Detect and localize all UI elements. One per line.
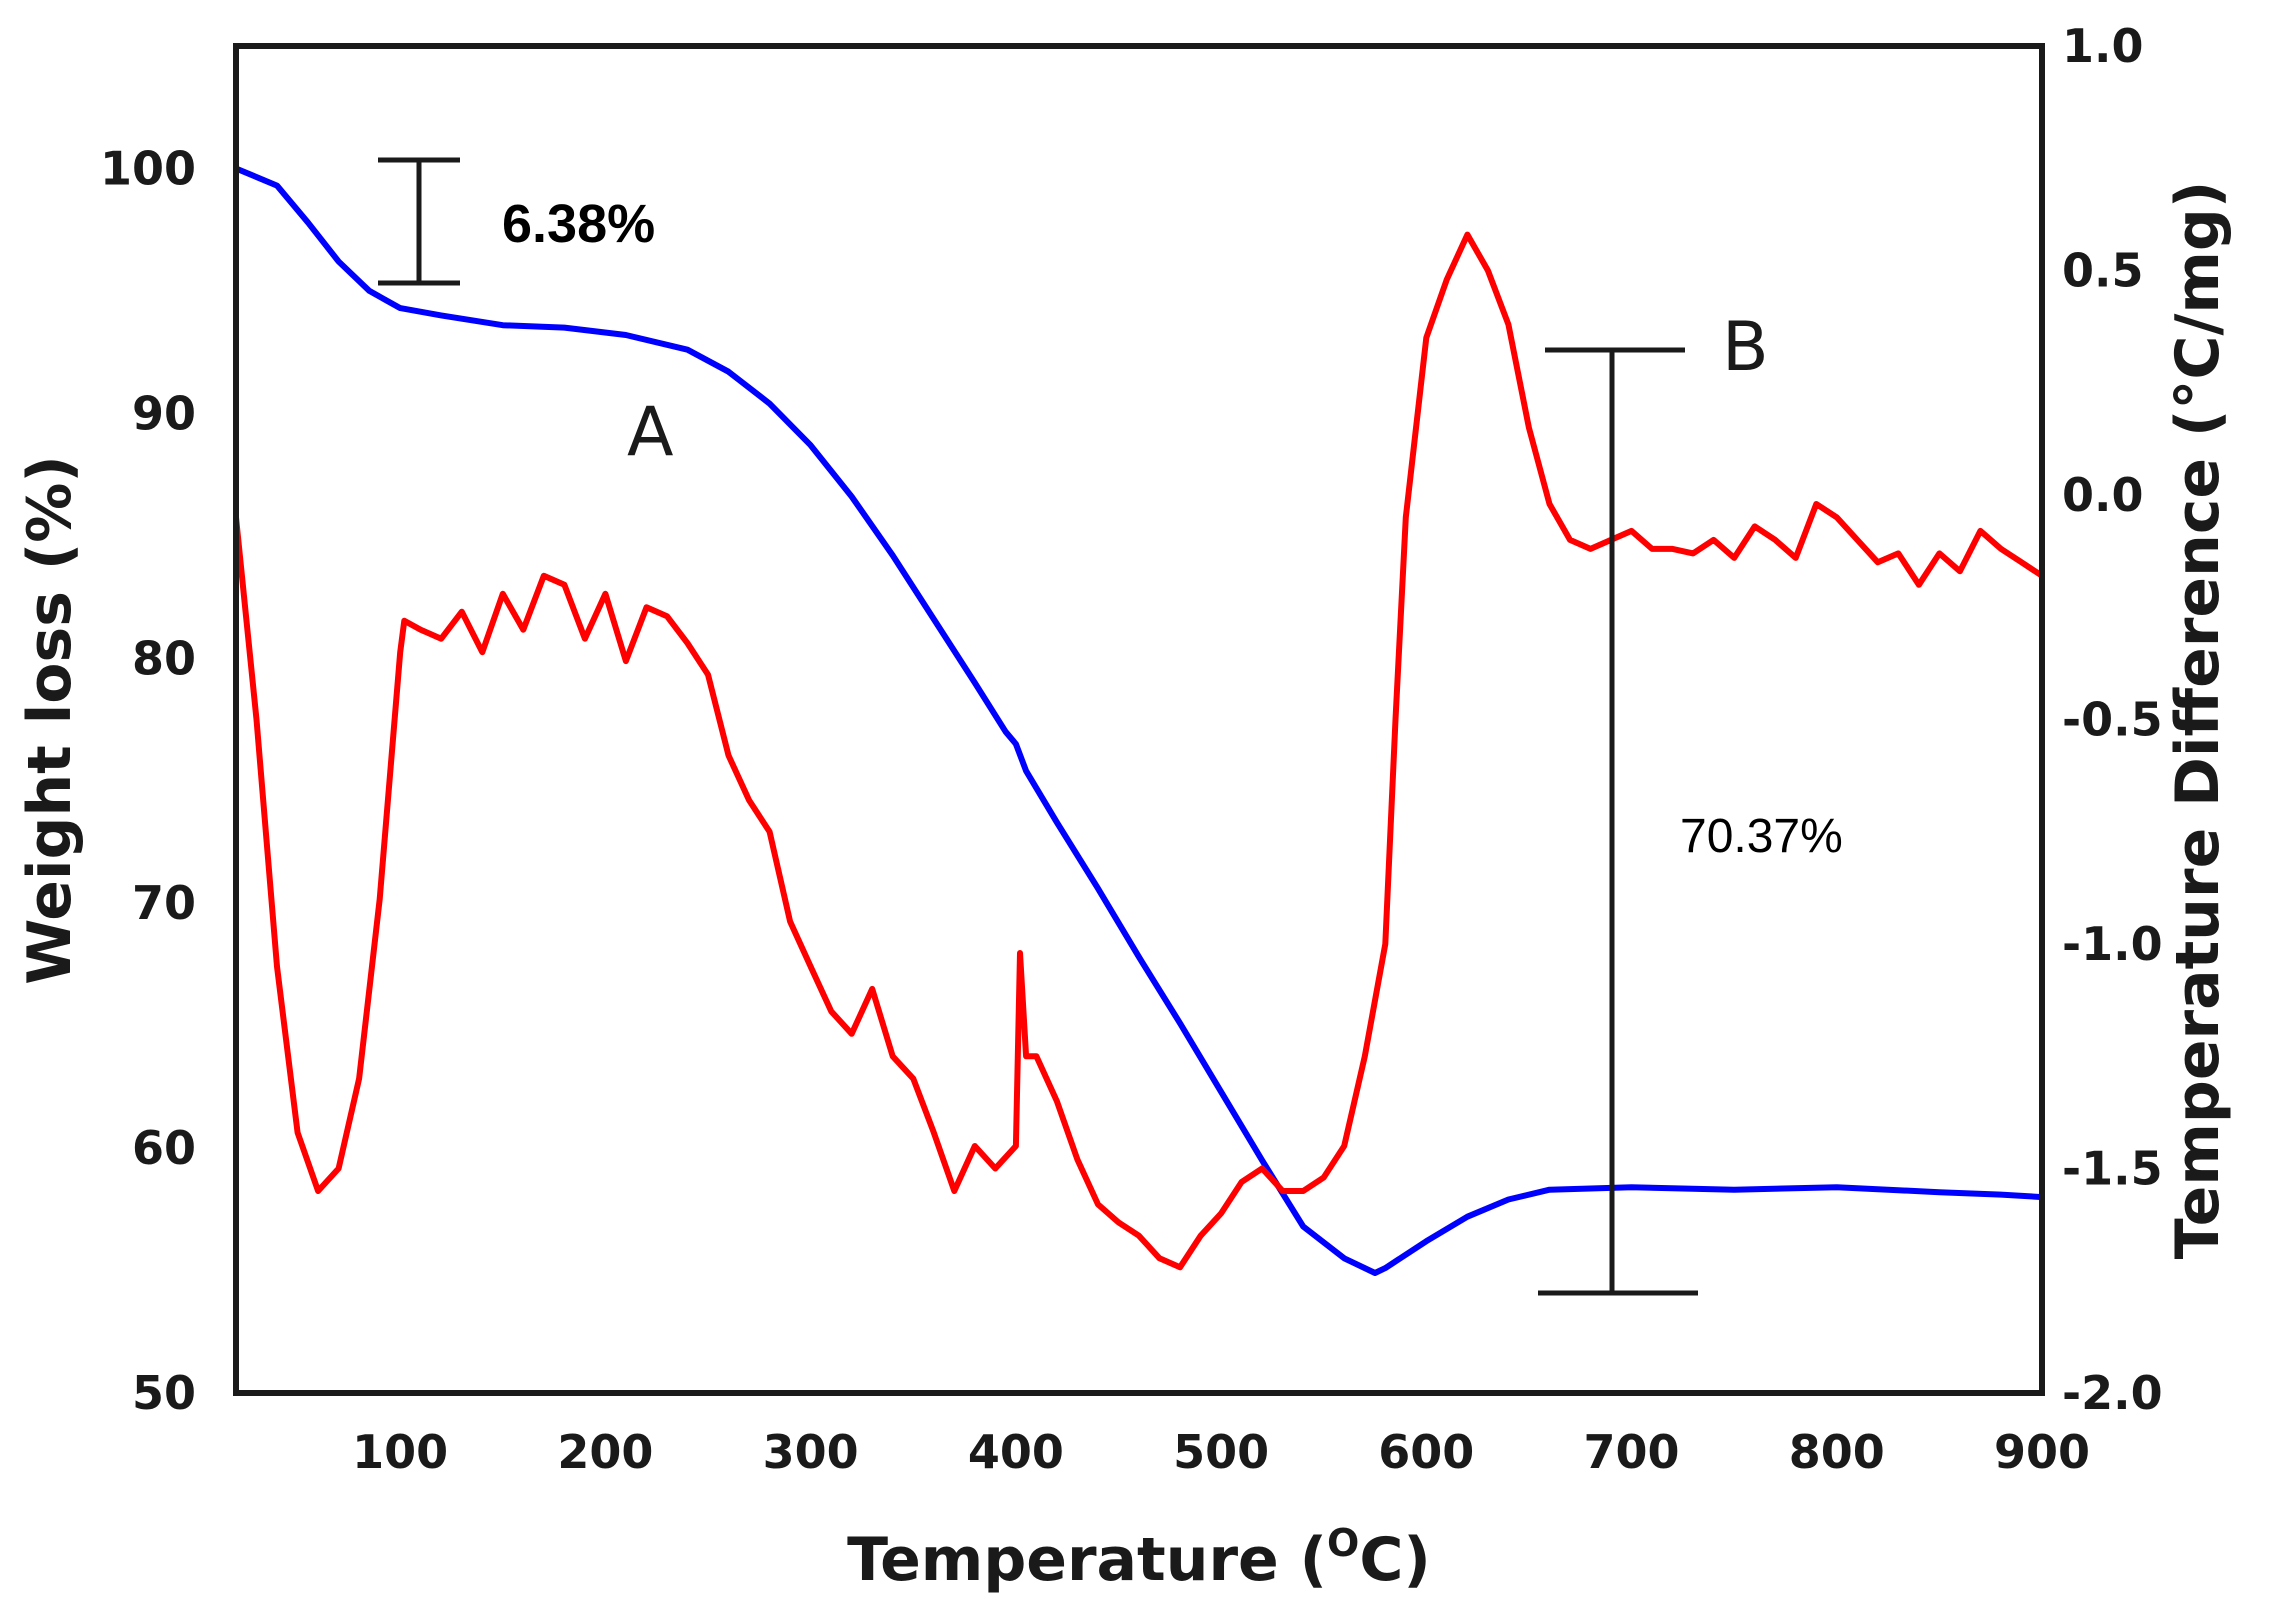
plot-frame <box>233 43 2045 1396</box>
y-axis-right-title: Temperature Difference (°C/mg) <box>2163 181 2233 1260</box>
y-left-tick-label: 90 <box>132 386 196 440</box>
tg-weight-loss-line <box>233 165 2045 1276</box>
y-right-tick-label: -0.5 <box>2062 693 2163 747</box>
y-left-tick-label: 80 <box>132 631 196 685</box>
y-left-tick-label: 50 <box>132 1366 196 1420</box>
y-right-tick-label: -1.0 <box>2062 917 2163 971</box>
series-label-a: A <box>627 393 674 472</box>
x-tick-label: 700 <box>1584 1425 1680 1479</box>
x-tick-label: 900 <box>1994 1425 2090 1479</box>
y-right-tick-label: 1.0 <box>2062 19 2144 73</box>
y-axis-left-title: Weight loss (%) <box>15 455 85 985</box>
loss-bracket-2 <box>1538 347 1698 1296</box>
y-left-tick-label: 100 <box>100 141 196 195</box>
loss-bracket-1 <box>378 157 460 286</box>
x-axis-title: Temperature (OC) <box>847 1521 1431 1595</box>
x-tick-label: 200 <box>557 1425 653 1479</box>
y-right-tick-label: 0.0 <box>2062 468 2144 522</box>
x-tick-label: 400 <box>968 1425 1064 1479</box>
x-tick-label: 500 <box>1173 1425 1269 1479</box>
y-right-tick-label: -2.0 <box>2062 1366 2163 1420</box>
tick-layer: 100 200 300 400 500 600 700 800 900 50 60 70 80 90 100… <box>100 19 2163 1479</box>
x-tick-label: 100 <box>352 1425 448 1479</box>
series-label-b: B <box>1722 308 1769 387</box>
loss-label-2: 70.37% <box>1680 810 1843 863</box>
y-left-tick-label: 60 <box>132 1121 196 1175</box>
loss-label-1: 6.38% <box>502 194 655 254</box>
dta-temperature-difference-line <box>233 231 2045 1271</box>
x-tick-label: 800 <box>1789 1425 1885 1479</box>
series-layer <box>233 165 2045 1276</box>
y-right-tick-label: 0.5 <box>2062 244 2144 298</box>
y-right-tick-label: -1.5 <box>2062 1142 2163 1196</box>
x-tick-label: 300 <box>763 1425 859 1479</box>
y-left-tick-label: 70 <box>132 876 196 930</box>
x-tick-label: 600 <box>1378 1425 1474 1479</box>
